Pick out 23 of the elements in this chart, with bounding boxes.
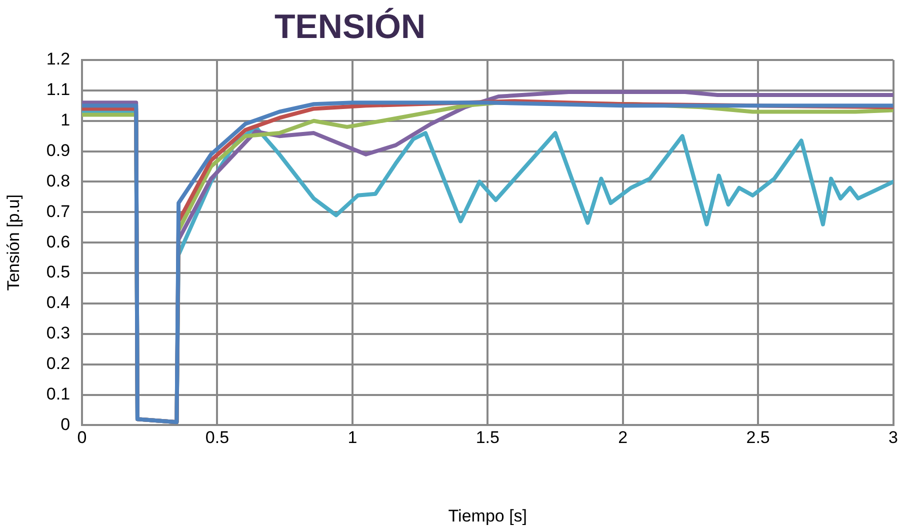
- y-tick-label: 0.7: [46, 202, 70, 221]
- y-axis-title: Tensión [p.u]: [4, 194, 23, 291]
- y-tick-label: 1.1: [46, 80, 70, 100]
- y-tick-label: 0.6: [46, 232, 70, 252]
- y-tick-label: 0.4: [46, 293, 70, 312]
- x-tick-label: 1: [348, 428, 358, 448]
- x-tick-label: 0: [77, 428, 87, 448]
- x-tick-label: 1.5: [476, 428, 500, 448]
- y-tick-label: 0.2: [46, 354, 70, 374]
- y-tick-label: 1: [60, 110, 70, 130]
- y-tick-label: 0.8: [46, 171, 70, 190]
- y-tick-label: 1.2: [46, 50, 70, 69]
- y-tick-label: 0.9: [46, 140, 70, 160]
- chart-title: TENSIÓN: [273, 8, 427, 47]
- y-tick-label: 0.3: [46, 324, 70, 343]
- x-axis-title: Tiempo [s]: [448, 506, 528, 526]
- x-tick-label: 0.5: [205, 428, 230, 448]
- y-tick-label: 0.1: [46, 384, 70, 404]
- x-tick-label: 2: [618, 428, 628, 448]
- y-tick-label: 0.5: [46, 262, 70, 282]
- y-tick-label: 0: [60, 414, 70, 434]
- x-tick-label: 3: [888, 428, 898, 448]
- x-tick-label: 2.5: [746, 428, 770, 448]
